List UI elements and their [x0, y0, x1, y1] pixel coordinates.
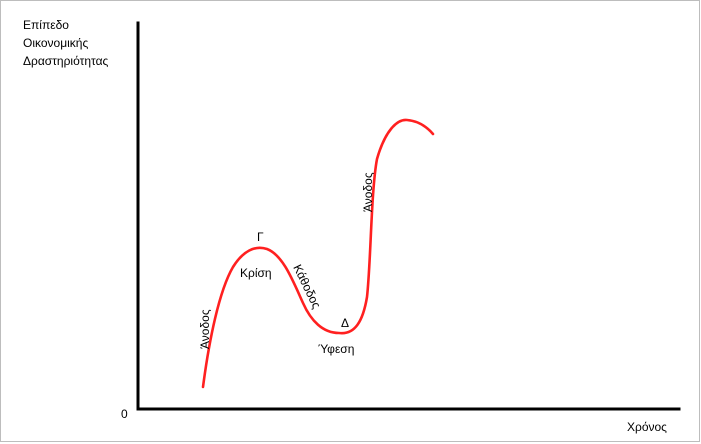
y-axis-label-line-2: Οικονομικής [23, 36, 88, 50]
label-trough-delta: Δ [341, 316, 349, 330]
label-peak-gamma: Γ [257, 230, 264, 244]
label-rise-first: Άνοδος [198, 309, 212, 349]
y-axis-label-line-3: Δραστηριότητας [23, 54, 109, 68]
label-crisis: Κρίση [240, 266, 272, 280]
label-rise-second: Άνοδος [361, 172, 375, 212]
origin-label: 0 [121, 407, 128, 421]
axes [136, 21, 681, 411]
y-axis-label-line-1: Επίπεδο [23, 18, 69, 32]
label-recession: Ύφεση [318, 342, 354, 356]
x-axis-label: Χρόνος [627, 420, 667, 434]
business-cycle-curve [201, 118, 435, 389]
